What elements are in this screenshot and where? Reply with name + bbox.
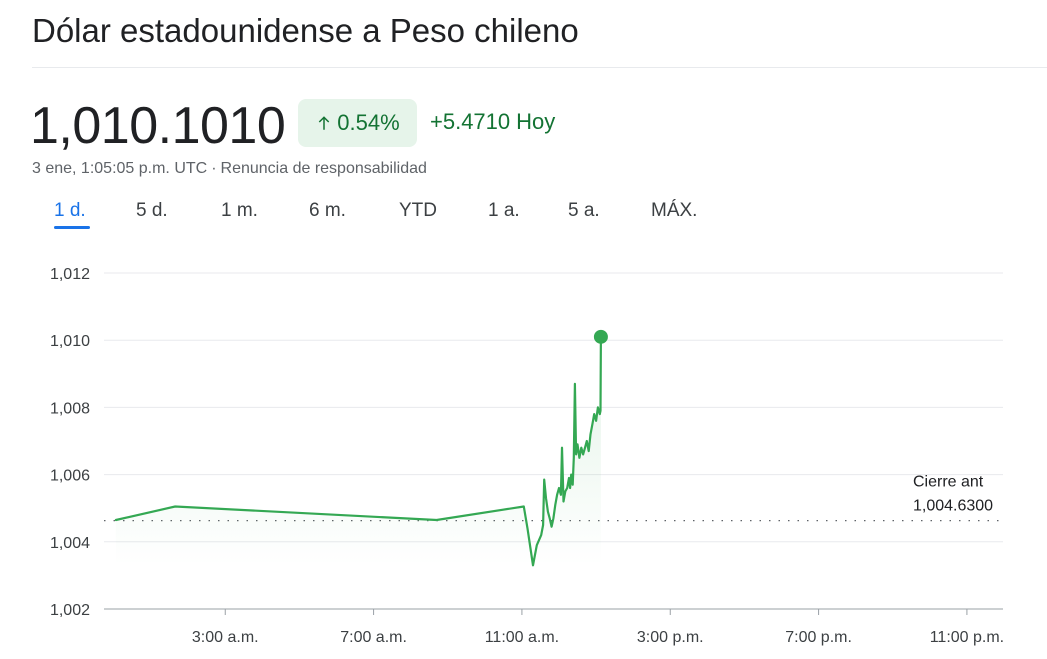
tab-5d[interactable]: 5 d.: [136, 200, 168, 221]
tab-5y[interactable]: 5 a.: [568, 200, 600, 221]
active-tab-indicator: [54, 226, 90, 229]
change-percent: 0.54%: [337, 110, 400, 135]
y-tick-label: 1,004: [50, 535, 90, 552]
arrow-up-icon: [319, 116, 330, 130]
tab-6m[interactable]: 6 m.: [309, 200, 346, 221]
tab-1m[interactable]: 1 m.: [221, 200, 258, 221]
price-chart[interactable]: 1,012 1,010 1,008 1,006 1,004 1,002 3:00 a.m. 7…: [0, 250, 1047, 659]
range-tabs: 1 d. 5 d. 1 m. 6 m. YTD 1 a. 5 a. MÁX.: [0, 196, 1047, 236]
previous-close-value: 1,004.6300: [913, 498, 993, 515]
change-summary: +5.4710 Hoy: [430, 109, 555, 135]
x-tick-label: 3:00 a.m.: [192, 629, 259, 646]
change-percent-badge: 0.54%: [298, 99, 417, 147]
tab-1d[interactable]: 1 d.: [54, 200, 86, 221]
y-tick-label: 1,012: [50, 266, 90, 283]
current-price-point: [593, 329, 608, 344]
y-tick-label: 1,006: [50, 468, 90, 485]
x-tick-label: 11:00 p.m.: [930, 629, 1004, 646]
y-tick-label: 1,010: [50, 333, 90, 350]
quote-meta: 3 ene, 1:05:05 p.m. UTC · Renuncia de resp…: [32, 160, 427, 178]
meta-separator: ·: [211, 160, 217, 177]
tab-ytd[interactable]: YTD: [399, 200, 437, 221]
x-tick-label: 7:00 p.m.: [785, 629, 852, 646]
page-title: Dólar estadounidense a Peso chileno: [32, 12, 579, 49]
x-tick-label: 3:00 p.m.: [637, 629, 704, 646]
y-tick-label: 1,002: [50, 602, 90, 619]
quote-timestamp: 3 ene, 1:05:05 p.m. UTC: [32, 160, 208, 177]
change-value: +5.4710: [430, 109, 511, 134]
y-tick-label: 1,008: [50, 400, 90, 417]
previous-close-label: Cierre ant: [913, 474, 984, 491]
x-tick-label: 11:00 a.m.: [485, 629, 559, 646]
tab-1y[interactable]: 1 a.: [488, 200, 520, 221]
x-tick-label: 7:00 a.m.: [340, 629, 407, 646]
tab-max[interactable]: MÁX.: [651, 200, 698, 221]
header-divider: [32, 67, 1047, 68]
change-period: Hoy: [516, 109, 556, 134]
series-line: [114, 335, 602, 567]
series-area-fill: [115, 336, 601, 566]
disclaimer-link[interactable]: Renuncia de responsabilidad: [220, 160, 427, 177]
current-price: 1,010.1010: [30, 97, 286, 155]
